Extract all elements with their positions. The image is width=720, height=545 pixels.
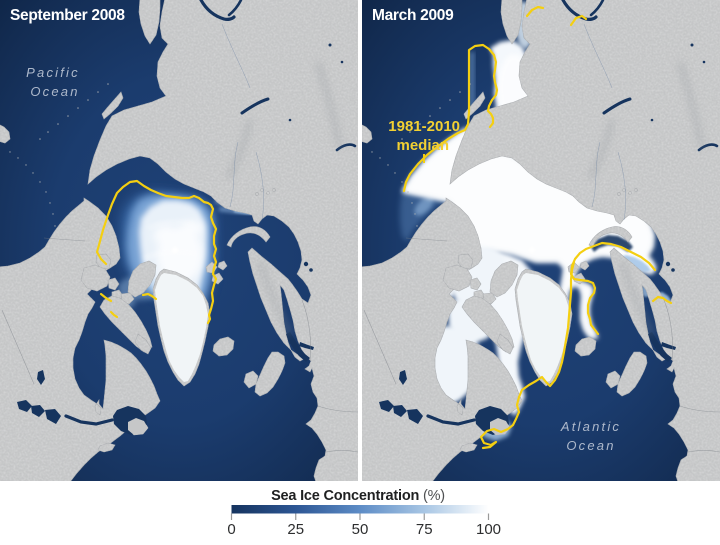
svg-text:Sea Ice Concentration (%): Sea Ice Concentration (%) xyxy=(271,488,445,504)
svg-text:March 2009: March 2009 xyxy=(372,7,454,24)
svg-text:75: 75 xyxy=(416,521,433,538)
svg-text:50: 50 xyxy=(352,521,369,538)
svg-text:1981-2010: 1981-2010 xyxy=(388,118,460,135)
svg-text:Ocean: Ocean xyxy=(566,438,615,453)
svg-text:Atlantic: Atlantic xyxy=(560,419,621,434)
svg-text:0: 0 xyxy=(227,521,235,538)
svg-text:Pacific: Pacific xyxy=(26,65,80,80)
svg-text:Ocean: Ocean xyxy=(30,84,79,99)
svg-text:September 2008: September 2008 xyxy=(10,7,125,24)
svg-text:25: 25 xyxy=(287,521,304,538)
svg-text:median: median xyxy=(396,137,449,154)
svg-text:100: 100 xyxy=(476,521,501,538)
